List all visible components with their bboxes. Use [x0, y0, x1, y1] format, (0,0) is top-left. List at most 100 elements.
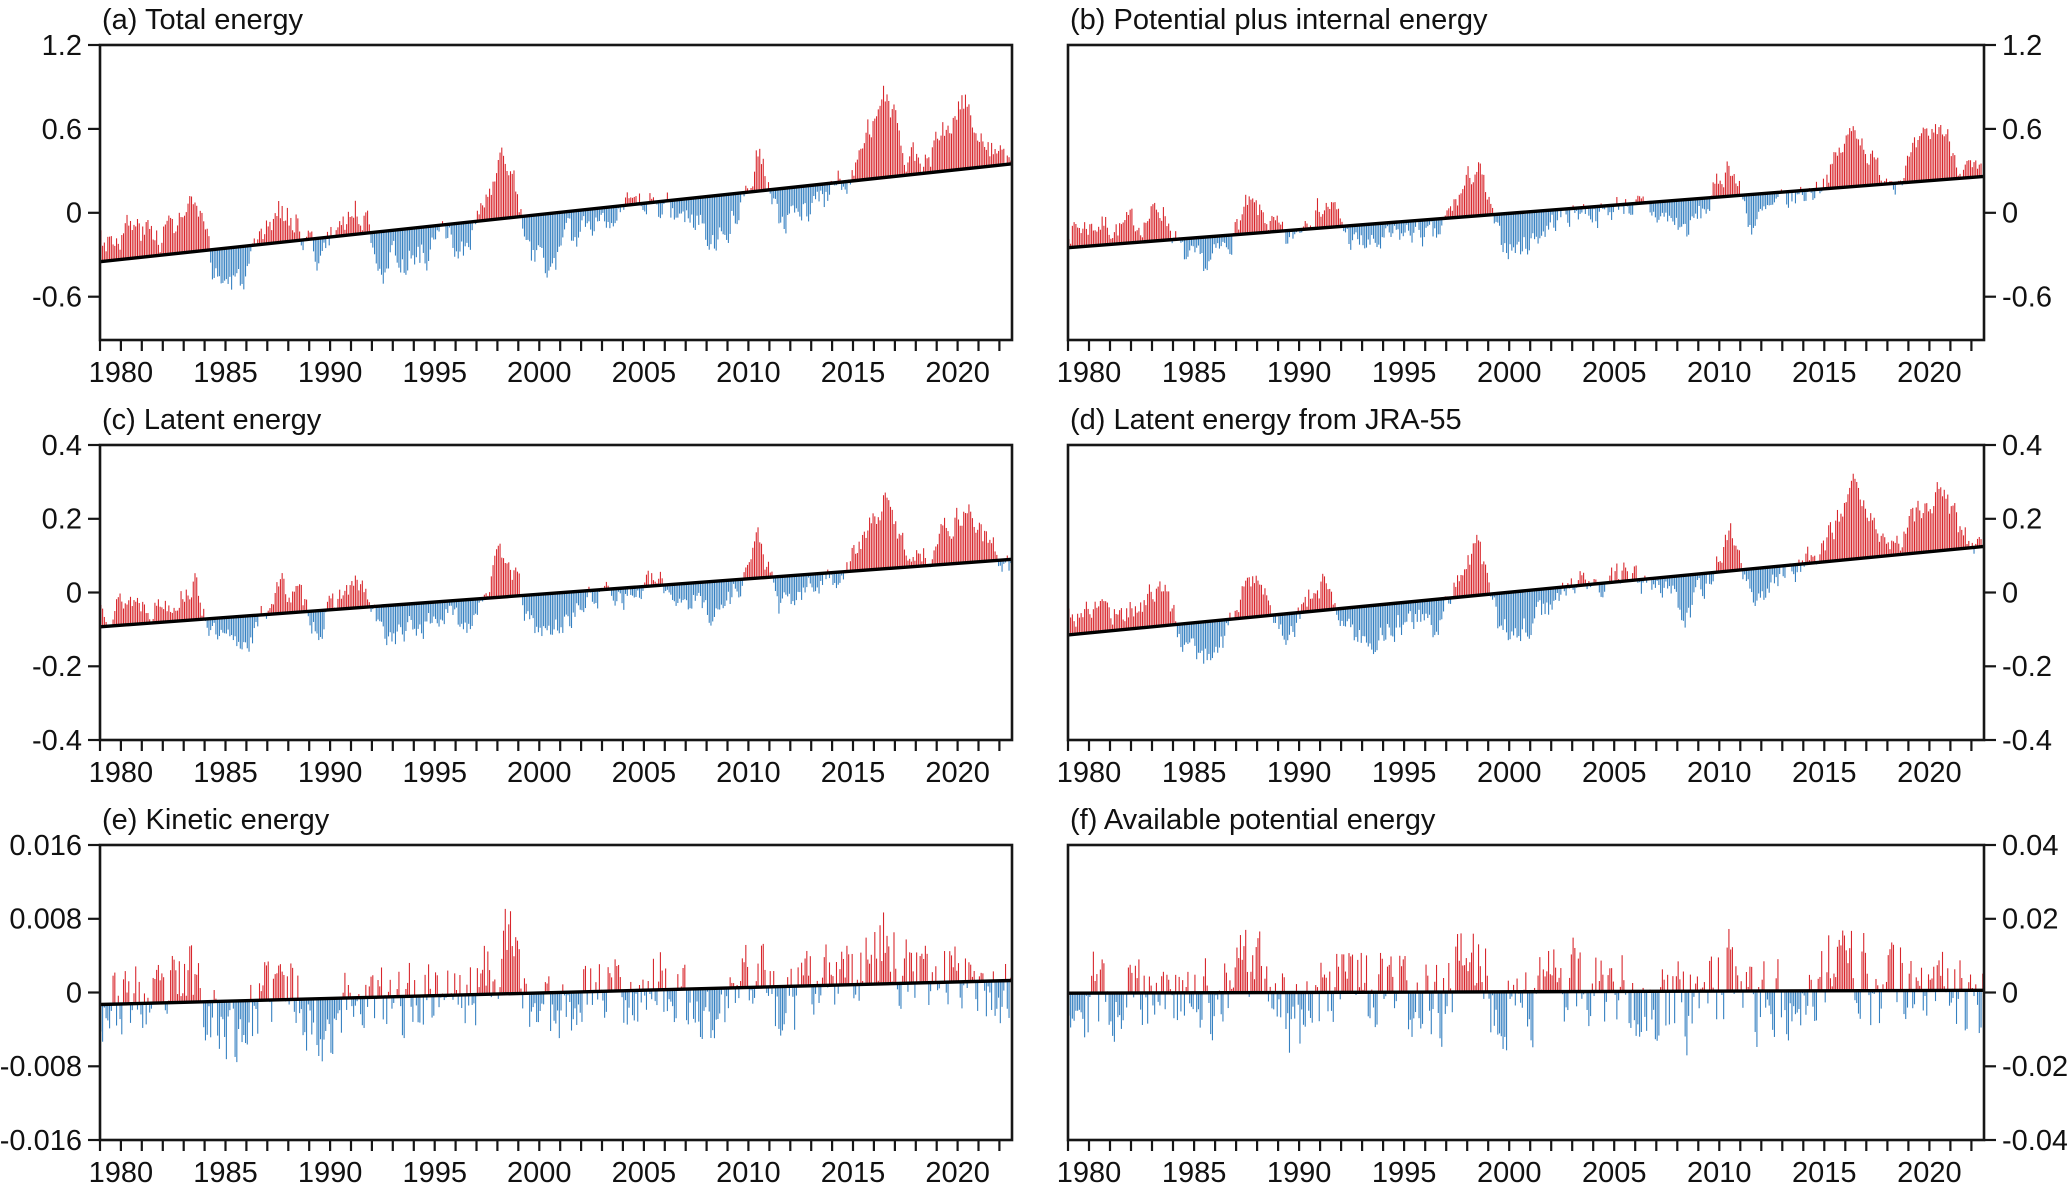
svg-text:1995: 1995	[402, 357, 467, 384]
svg-text:2020: 2020	[925, 1157, 990, 1184]
axis-tick-labels: 1980 1985 1990 1995 2000 2005 2010 2015 2020 0.01…	[0, 830, 990, 1184]
panel-total-energy: (a) Total energy 1980 1985 1990 1995 2000 200…	[0, 0, 1033, 384]
panel-available-potential-energy: (f) Available potential energy 1980 1985 1…	[1034, 800, 2067, 1184]
plot-frame	[1066, 43, 1986, 342]
panel-latent-energy-jra55: (d) Latent energy from JRA-55 1980 1985 19…	[1034, 400, 2067, 784]
svg-text:1.2: 1.2	[42, 30, 82, 62]
svg-text:1990: 1990	[298, 357, 363, 384]
axis-ticks	[1066, 843, 1996, 1151]
panel-b-chart: 1980 1985 1990 1995 2000 2005 2010 2015 2020 1.2 0…	[1057, 30, 2052, 384]
axis-tick-labels: 1980 1985 1990 1995 2000 2005 2010 2015 2020 0.4 0…	[32, 430, 990, 784]
svg-text:0: 0	[66, 198, 82, 230]
svg-text:1980: 1980	[89, 757, 154, 784]
axis-ticks	[1066, 43, 1996, 351]
svg-text:1995: 1995	[402, 1157, 467, 1184]
svg-text:1995: 1995	[1372, 757, 1437, 784]
svg-text:1985: 1985	[193, 357, 258, 384]
bars	[1068, 928, 1984, 1056]
svg-text:2010: 2010	[716, 757, 781, 784]
svg-text:2005: 2005	[1582, 357, 1647, 384]
bars	[100, 492, 1012, 652]
axis-tick-labels: 1980 1985 1990 1995 2000 2005 2010 2015 2020 1.2 0…	[1057, 30, 2052, 384]
svg-text:2010: 2010	[716, 357, 781, 384]
svg-text:1990: 1990	[298, 1157, 363, 1184]
panel-f-title: (f) Available potential energy	[1070, 804, 1436, 836]
panel-c-chart: 1980 1985 1990 1995 2000 2005 2010 2015 2020 0.4 0…	[32, 430, 1014, 784]
svg-text:0.2: 0.2	[2002, 504, 2042, 536]
trend-line	[1067, 988, 1985, 995]
svg-text:2020: 2020	[1897, 757, 1962, 784]
panel-d-title: (d) Latent energy from JRA-55	[1070, 404, 1462, 436]
svg-text:1990: 1990	[1267, 357, 1332, 384]
svg-text:0: 0	[66, 977, 82, 1009]
axis-tick-labels: 1980 1985 1990 1995 2000 2005 2010 2015 2020 0.04…	[1057, 830, 2067, 1184]
trend-line	[99, 162, 1013, 264]
svg-text:1985: 1985	[1162, 757, 1227, 784]
panel-a-title: (a) Total energy	[102, 4, 303, 36]
axis-ticks	[88, 43, 1001, 351]
svg-text:2010: 2010	[716, 1157, 781, 1184]
panel-a-chart: 1980 1985 1990 1995 2000 2005 2010 2015 2020 1.2 0…	[32, 30, 1014, 384]
trend-line	[99, 978, 1013, 1007]
svg-text:2000: 2000	[1477, 1157, 1542, 1184]
bars	[100, 85, 1012, 290]
svg-text:0.6: 0.6	[42, 114, 82, 146]
axis-ticks	[88, 843, 1001, 1151]
svg-text:2005: 2005	[612, 757, 677, 784]
svg-text:0: 0	[2002, 198, 2018, 230]
svg-text:1980: 1980	[1057, 357, 1122, 384]
svg-text:2020: 2020	[925, 757, 990, 784]
svg-text:0.04: 0.04	[2002, 830, 2058, 862]
svg-text:0.4: 0.4	[42, 430, 82, 462]
svg-text:1985: 1985	[1162, 357, 1227, 384]
svg-text:2020: 2020	[925, 357, 990, 384]
svg-text:2000: 2000	[507, 1157, 572, 1184]
svg-text:2000: 2000	[1477, 757, 1542, 784]
svg-text:1985: 1985	[193, 1157, 258, 1184]
svg-text:0.2: 0.2	[42, 504, 82, 536]
svg-text:2010: 2010	[1687, 1157, 1752, 1184]
panel-latent-energy: (c) Latent energy 1980 1985 1990 1995 2000 20…	[0, 400, 1033, 784]
plot-frame	[98, 43, 1014, 342]
svg-text:1980: 1980	[1057, 1157, 1122, 1184]
svg-text:2015: 2015	[821, 1157, 886, 1184]
svg-text:-0.6: -0.6	[2002, 282, 2052, 314]
panel-d-chart: 1980 1985 1990 1995 2000 2005 2010 2015 2020 0.4 0…	[1057, 430, 2052, 784]
axis-ticks	[88, 443, 1001, 751]
svg-text:0: 0	[66, 577, 82, 609]
trend-line	[99, 557, 1013, 629]
svg-text:2020: 2020	[1897, 1157, 1962, 1184]
panel-f-chart: 1980 1985 1990 1995 2000 2005 2010 2015 2020 0.04…	[1057, 830, 2067, 1184]
trend-line	[1067, 174, 1985, 250]
svg-text:1980: 1980	[1057, 757, 1122, 784]
svg-text:0.008: 0.008	[9, 904, 82, 936]
bars	[1068, 473, 1984, 664]
svg-text:1995: 1995	[402, 757, 467, 784]
svg-text:-0.02: -0.02	[2002, 1051, 2067, 1083]
svg-text:2010: 2010	[1687, 357, 1752, 384]
svg-text:1995: 1995	[1372, 357, 1437, 384]
svg-text:1980: 1980	[89, 1157, 154, 1184]
axis-tick-labels: 1980 1985 1990 1995 2000 2005 2010 2015 2020 0.4 0…	[1057, 430, 2052, 784]
svg-text:2005: 2005	[612, 357, 677, 384]
panel-e-title: (e) Kinetic energy	[102, 804, 330, 836]
svg-text:1.2: 1.2	[2002, 30, 2042, 62]
svg-text:1985: 1985	[1162, 1157, 1227, 1184]
svg-text:0.02: 0.02	[2002, 904, 2058, 936]
svg-text:2005: 2005	[1582, 757, 1647, 784]
trend-line	[1067, 544, 1985, 637]
svg-text:1980: 1980	[89, 357, 154, 384]
svg-text:2015: 2015	[1792, 1157, 1857, 1184]
panel-e-chart: 1980 1985 1990 1995 2000 2005 2010 2015 2020 0.01…	[0, 830, 1014, 1184]
svg-text:2020: 2020	[1897, 357, 1962, 384]
panel-potential-internal-energy: (b) Potential plus internal energy 1980 1…	[1034, 0, 2067, 384]
svg-text:0: 0	[2002, 577, 2018, 609]
svg-text:2015: 2015	[1792, 357, 1857, 384]
svg-text:-0.04: -0.04	[2002, 1125, 2067, 1157]
panel-c-title: (c) Latent energy	[102, 404, 322, 436]
svg-text:0.4: 0.4	[2002, 430, 2042, 462]
svg-text:2005: 2005	[612, 1157, 677, 1184]
svg-text:2010: 2010	[1687, 757, 1752, 784]
svg-text:1995: 1995	[1372, 1157, 1437, 1184]
svg-text:0.6: 0.6	[2002, 114, 2042, 146]
